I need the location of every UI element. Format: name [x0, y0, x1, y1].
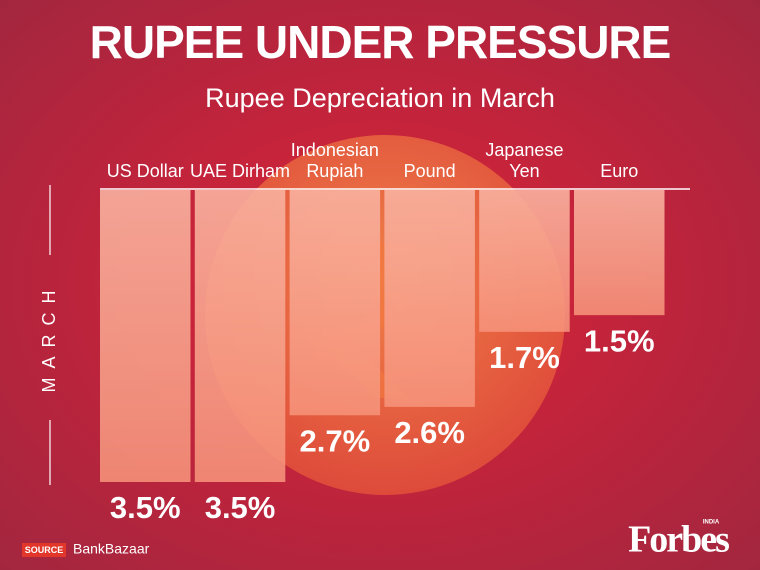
category-label: Japanese Yen: [485, 140, 564, 181]
category-label: Euro: [600, 161, 639, 181]
value-label: 1.5%: [584, 323, 655, 358]
category-label: Indonesian Rupiah: [290, 140, 379, 181]
value-label: 3.5%: [205, 490, 276, 525]
category-label: Pound: [403, 161, 456, 181]
category-label: US Dollar: [106, 161, 184, 181]
value-label: 2.6%: [394, 415, 465, 450]
bar-sheen: [194, 190, 286, 482]
bar-sheen: [574, 190, 665, 316]
source-tag: [22, 543, 66, 557]
logo: Forbes: [628, 519, 729, 561]
category-label: UAE Dirham: [190, 161, 291, 181]
chart-title: RUPEE UNDER PRESSURE: [90, 16, 671, 68]
value-label: 1.7%: [489, 340, 560, 375]
source-label: SOURCE: [25, 545, 64, 555]
value-label: 3.5%: [110, 490, 181, 525]
bar-sheen: [100, 190, 191, 482]
chart-subtitle: Rupee Depreciation in March: [205, 83, 555, 113]
y-axis-label: MARCH: [39, 282, 59, 393]
value-label: 2.7%: [300, 423, 371, 458]
bar-sheen: [384, 190, 475, 407]
bar-sheen: [479, 190, 570, 332]
logo-edition: INDIA: [703, 520, 720, 526]
source: BankBazaar: [73, 541, 150, 557]
bar-sheen: [289, 190, 381, 416]
